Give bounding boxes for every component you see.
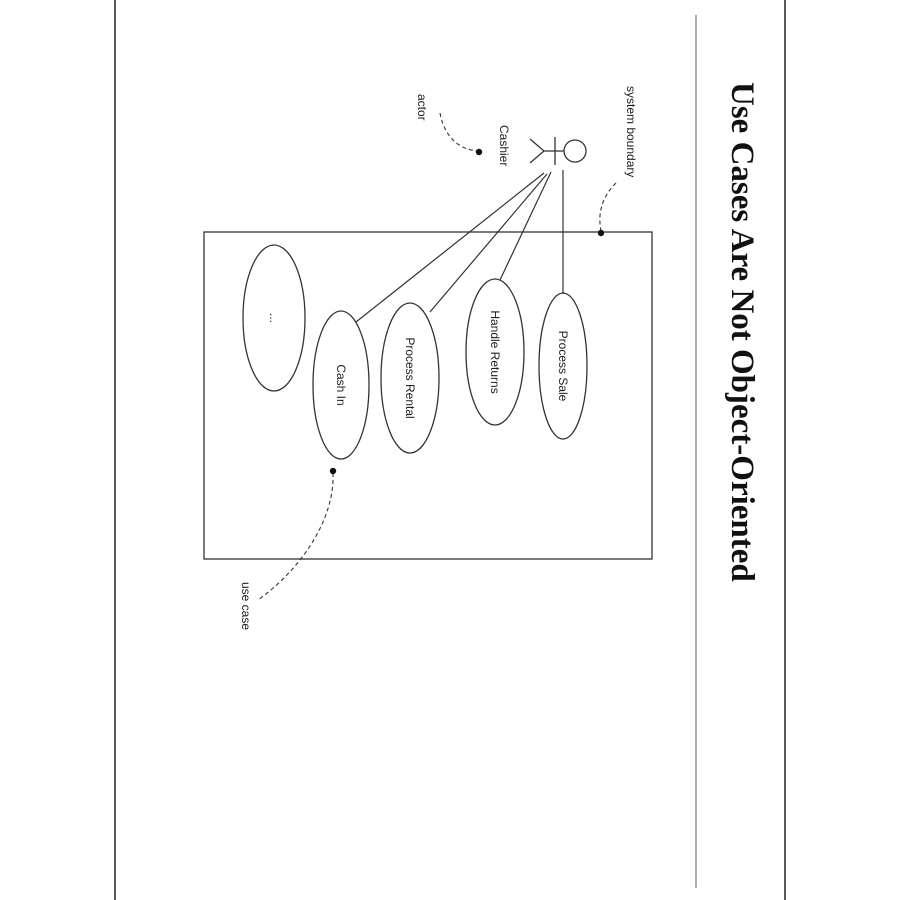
system-boundary [203, 231, 653, 560]
annotation-actor-dot [475, 148, 483, 156]
use-case-handle-returns [465, 278, 525, 426]
use-case-label-more: ... [267, 313, 281, 323]
actor-name: Cashier [497, 125, 511, 166]
actor-left-leg [529, 138, 545, 152]
use-case-cash-in [312, 310, 370, 460]
actor-right-leg [529, 150, 545, 164]
use-case-process-sale [538, 292, 588, 440]
annotation-system-boundary: system boundary [624, 86, 638, 177]
use-case-label-process-sale: Process Sale [556, 331, 570, 402]
annotation-use-case: use case [239, 582, 253, 630]
use-case-label-handle-returns: Handle Returns [488, 310, 502, 393]
annotation-system-boundary-leader [599, 182, 617, 232]
annotation-use-case-dot [329, 467, 337, 475]
associations [355, 170, 564, 323]
cashier-actor [529, 137, 587, 165]
association-cash-in [355, 172, 545, 323]
association-process-rental [429, 173, 548, 313]
use-case-label-cash-in: Cash In [334, 364, 348, 405]
association-handle-returns [499, 171, 552, 281]
slide-title: Use Cases Are Not Object-Oriented [724, 82, 760, 582]
actor-head [563, 139, 587, 163]
use-case-more [242, 244, 306, 392]
annotation-use-case-leader [257, 472, 334, 601]
use-case-label-process-rental: Process Rental [403, 337, 417, 418]
annotation-actor: actor [415, 94, 429, 121]
use-cases [242, 244, 588, 460]
slide-page [114, 0, 786, 900]
annotation-actor-leader [439, 112, 479, 152]
annotation-system-boundary-dot [597, 229, 605, 237]
use-case-process-rental [380, 302, 440, 454]
